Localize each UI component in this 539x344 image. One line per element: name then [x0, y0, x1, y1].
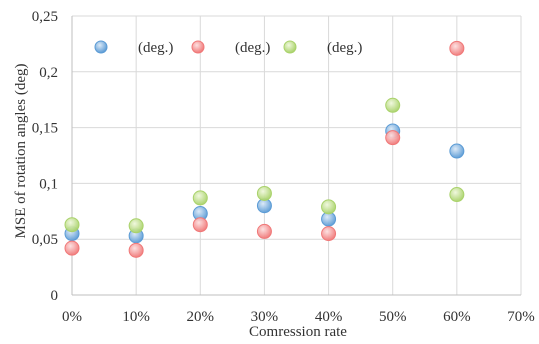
- x-tick-label: 50%: [379, 309, 407, 325]
- x-tick-label: 40%: [315, 309, 343, 325]
- legend-label: (deg.): [138, 40, 173, 56]
- y-axis-title: MSE of rotation angles (deg): [13, 64, 29, 239]
- y-tick-label: 0,15: [32, 121, 58, 137]
- series-3-point: [385, 97, 401, 113]
- y-tick-label: 0,05: [32, 232, 58, 248]
- legend-label: (deg.): [327, 40, 362, 56]
- series-2-point: [256, 223, 272, 239]
- x-axis-title: Comression rate: [249, 324, 347, 340]
- x-tick-label: 20%: [187, 309, 215, 325]
- legend-marker: [283, 40, 297, 54]
- series-3-point: [192, 190, 208, 206]
- series-2-point: [321, 226, 337, 242]
- series-1-point: [449, 143, 465, 159]
- series-2-point: [64, 240, 80, 256]
- series-2-point: [449, 40, 465, 56]
- y-tick-label: 0: [51, 288, 59, 304]
- legend: (deg.) (deg.) (deg.): [94, 40, 362, 56]
- x-tick-label: 30%: [251, 309, 279, 325]
- data-points: [64, 40, 465, 258]
- legend-marker: [94, 40, 108, 54]
- x-tick-label: 0%: [62, 309, 82, 325]
- series-2-point: [128, 242, 144, 258]
- series-2-point: [192, 217, 208, 233]
- series-3-point: [321, 199, 337, 215]
- series-3-point: [64, 217, 80, 233]
- y-tick-label: 0,25: [32, 9, 58, 25]
- x-tick-label: 10%: [122, 309, 150, 325]
- series-2-point: [385, 130, 401, 146]
- series-3-point: [449, 187, 465, 203]
- tick-labels: 0 0,05 0,1 0,15 0,2 0,25 0% 10% 20% 30% 40% 50% 60% 7…: [32, 9, 535, 325]
- y-tick-label: 0,1: [39, 176, 58, 192]
- series-3-point: [128, 218, 144, 234]
- y-tick-label: 0,2: [39, 65, 58, 81]
- legend-label: (deg.): [235, 40, 270, 56]
- series-3-point: [256, 185, 272, 201]
- legend-marker: [191, 40, 205, 54]
- x-tick-label: 70%: [507, 309, 535, 325]
- x-tick-label: 60%: [443, 309, 471, 325]
